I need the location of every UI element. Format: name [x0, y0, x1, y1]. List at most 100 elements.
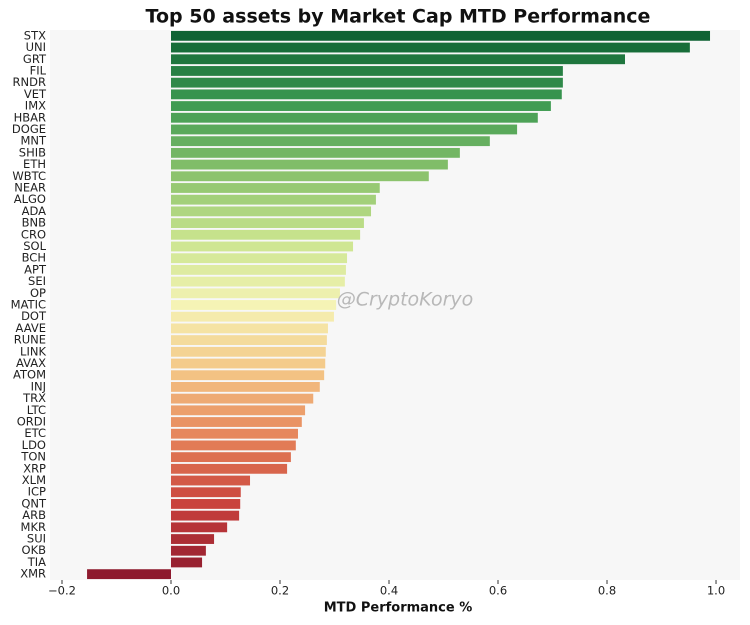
y-tick-label: BNB — [22, 216, 46, 230]
bar — [170, 405, 306, 416]
x-tick-label: 0.8 — [598, 584, 616, 598]
bar — [170, 54, 626, 65]
y-tick-label: RNDR — [13, 75, 46, 89]
y-tick-label: ICP — [28, 485, 46, 499]
y-tick-label: LDO — [22, 438, 46, 452]
bar — [170, 101, 551, 111]
x-tick-label: 0.4 — [380, 584, 398, 598]
bar — [170, 206, 372, 217]
y-tick-label: LINK — [20, 344, 46, 358]
bar — [170, 183, 380, 193]
bar — [170, 171, 429, 182]
bar — [170, 229, 361, 240]
bar — [170, 534, 215, 544]
bar — [170, 382, 320, 392]
y-tick-label: ARB — [22, 508, 46, 522]
bar — [170, 475, 251, 486]
y-tick-label: SEI — [28, 274, 46, 288]
y-tick-label: ADA — [22, 204, 47, 218]
bar — [170, 545, 206, 556]
y-tick-label: QNT — [21, 496, 47, 510]
y-tick-label: ETC — [24, 426, 46, 440]
bar — [170, 487, 241, 498]
y-tick-label: GRT — [23, 52, 47, 66]
y-tick-label: ORDI — [17, 415, 46, 429]
y-tick-label: WBTC — [12, 169, 46, 183]
bar — [170, 264, 346, 275]
bar — [170, 358, 326, 369]
bar — [170, 393, 314, 404]
bar — [170, 440, 296, 451]
x-tick-label: 0.0 — [162, 584, 180, 598]
bar — [170, 241, 354, 252]
x-axis-label: MTD Performance % — [324, 601, 473, 616]
y-tick-label: UNI — [26, 40, 46, 54]
y-tick-label: MKR — [21, 520, 46, 534]
y-tick-label: OP — [30, 286, 46, 300]
y-tick-label: HBAR — [14, 110, 46, 124]
bar — [170, 30, 711, 41]
y-tick-label: RUNE — [14, 333, 46, 347]
bar — [170, 522, 228, 533]
y-tick-label: XRP — [23, 461, 46, 475]
bar — [170, 194, 376, 205]
x-tick-label: −0.2 — [48, 584, 76, 598]
y-tick-label: CRO — [21, 227, 46, 241]
y-tick-label: AVAX — [16, 356, 46, 370]
y-tick-label: MNT — [20, 134, 47, 148]
bar — [170, 499, 241, 509]
watermark: @CryptoKoryo — [337, 289, 474, 311]
bar — [170, 112, 538, 123]
y-tick-label: NEAR — [14, 180, 46, 194]
bar — [170, 557, 203, 568]
y-tick-label: ATOM — [13, 368, 46, 382]
y-tick-label: DOT — [21, 309, 47, 323]
bar — [170, 428, 298, 439]
y-tick-label: STX — [24, 28, 46, 42]
y-tick-label: ALGO — [14, 192, 46, 206]
bar — [170, 510, 240, 521]
bar — [170, 335, 327, 346]
x-tick-label: 1.0 — [707, 584, 725, 598]
bar — [170, 370, 325, 381]
y-tick-label: FIL — [30, 63, 47, 77]
y-tick-label: ETH — [23, 157, 46, 171]
y-tick-label: AAVE — [16, 321, 46, 335]
y-tick-label: BCH — [22, 251, 46, 265]
bar — [170, 124, 518, 135]
y-tick-label: APT — [24, 262, 47, 276]
bar — [170, 323, 328, 334]
y-tick-label: SHIB — [19, 145, 46, 159]
bar — [170, 253, 348, 264]
bar — [170, 136, 490, 147]
y-tick-label: TRX — [22, 391, 46, 405]
bar — [170, 346, 326, 357]
bar — [170, 66, 563, 76]
y-tick-label: SOL — [23, 239, 46, 253]
y-tick-label: DOGE — [12, 122, 46, 136]
x-tick-label: 0.2 — [271, 584, 289, 598]
bar — [170, 452, 291, 463]
y-tick-label: INJ — [31, 379, 46, 393]
y-tick-label: VET — [24, 87, 47, 101]
y-tick-label: IMX — [25, 99, 46, 113]
y-tick-label: XMR — [20, 567, 46, 581]
y-tick-label: LTC — [27, 403, 46, 417]
bar — [170, 311, 334, 322]
y-tick-label: OKB — [22, 543, 47, 557]
y-tick-label: TON — [20, 450, 46, 464]
bar — [170, 89, 562, 100]
y-tick-label: TIA — [27, 555, 46, 569]
bar — [170, 417, 302, 427]
x-tick-label: 0.6 — [489, 584, 507, 598]
bar — [170, 463, 288, 474]
chart-title: Top 50 assets by Market Cap MTD Performa… — [146, 6, 651, 28]
bar — [170, 77, 563, 88]
bar — [170, 147, 460, 158]
y-tick-label: XLM — [22, 473, 46, 487]
bar — [87, 569, 171, 580]
bar — [170, 159, 448, 170]
bar — [170, 288, 340, 299]
bar — [170, 218, 364, 228]
